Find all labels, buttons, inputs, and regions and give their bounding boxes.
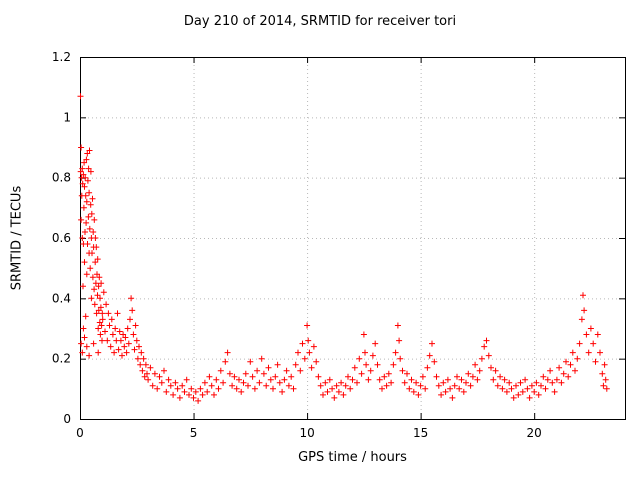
svg-text:5: 5 xyxy=(190,426,198,440)
svg-text:10: 10 xyxy=(299,426,314,440)
svg-text:0.2: 0.2 xyxy=(52,352,71,366)
svg-text:0.8: 0.8 xyxy=(52,171,71,185)
svg-text:0.4: 0.4 xyxy=(52,291,71,305)
svg-text:1.2: 1.2 xyxy=(52,50,71,64)
svg-text:1: 1 xyxy=(63,110,71,124)
svg-text:20: 20 xyxy=(527,426,542,440)
svg-text:15: 15 xyxy=(413,426,428,440)
svg-text:0: 0 xyxy=(63,412,71,426)
chart-title: Day 210 of 2014, SRMTID for receiver tor… xyxy=(183,14,457,29)
svg-text:0: 0 xyxy=(76,426,84,440)
x-axis-label: GPS time / hours xyxy=(298,450,407,465)
svg-text:0.6: 0.6 xyxy=(52,231,71,245)
